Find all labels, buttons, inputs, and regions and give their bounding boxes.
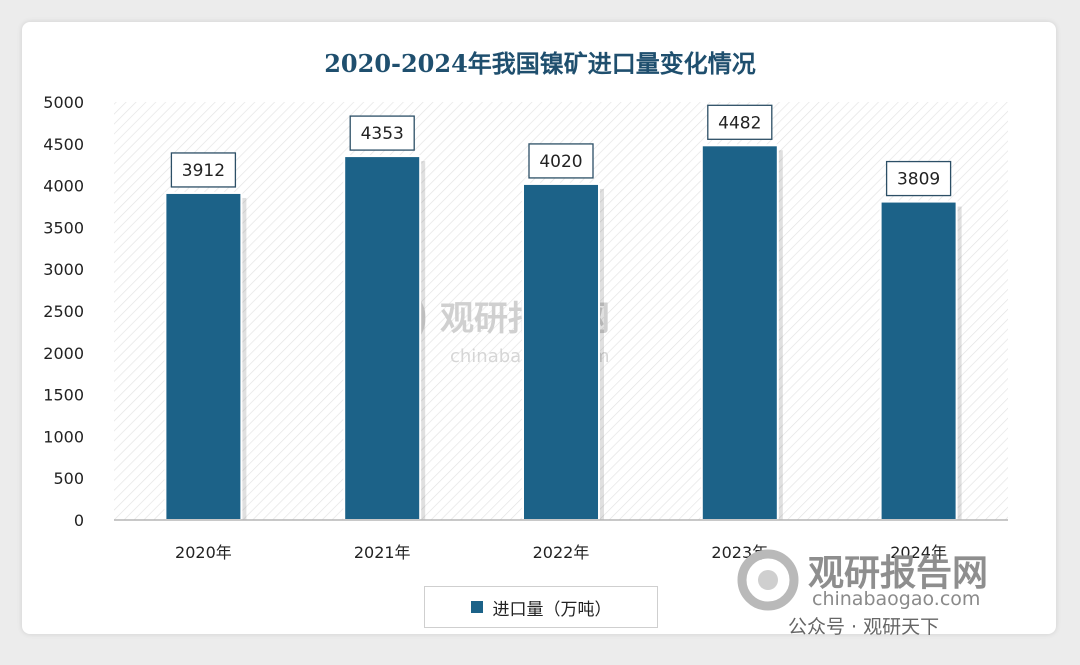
x-tick-label: 2022年 <box>533 543 590 562</box>
y-tick-label: 2000 <box>43 344 84 363</box>
data-label-box <box>528 143 594 179</box>
x-tick-label: 2024年 <box>890 543 947 562</box>
bar <box>164 191 243 522</box>
y-tick-label: 4500 <box>43 135 84 154</box>
data-label: 4353 <box>361 124 404 144</box>
y-tick-label: 3500 <box>43 218 84 237</box>
bars-group: 3912 4353 4020 4482 3809 <box>164 104 962 522</box>
data-label-box <box>707 104 773 140</box>
y-tick-label: 2500 <box>43 302 84 321</box>
data-label: 4020 <box>539 152 582 172</box>
legend-label: 进口量（万吨） <box>492 599 612 620</box>
corner-url-text: chinabaogao.com <box>812 588 981 610</box>
data-label: 3912 <box>182 161 225 181</box>
corner-wechat-text: 公众号 · 观研天下 <box>788 616 940 638</box>
y-tick-label: 500 <box>53 469 84 488</box>
data-label-box <box>349 115 415 151</box>
corner-watermark: 观研报告网 chinabaogao.com 公众号 · 观研天下 <box>728 538 1068 658</box>
y-tick-label: 5000 <box>43 93 84 112</box>
x-tick-label: 2020年 <box>175 543 232 562</box>
bar <box>700 144 779 521</box>
data-label: 3809 <box>897 170 940 190</box>
corner-brand-text: 观研报告网 <box>808 553 989 594</box>
y-tick-label: 0 <box>74 511 84 530</box>
data-label-box <box>885 160 952 197</box>
legend: 进口量（万吨） <box>424 586 658 628</box>
y-tick-label: 1500 <box>43 386 84 405</box>
data-label-box <box>170 152 237 188</box>
y-tick-label: 4000 <box>43 177 84 196</box>
bar <box>879 200 958 521</box>
brand-logo-icon <box>737 549 799 611</box>
y-tick-label: 1000 <box>43 427 84 446</box>
x-tick-label: 2021年 <box>354 543 411 562</box>
chart-title: 2020-2024年我国镍矿进口量变化情况 <box>324 49 756 78</box>
data-label: 4482 <box>718 113 761 133</box>
y-axis: 0 500 1000 1500 2000 2500 3000 3500 4000 4500 5000 <box>43 93 84 530</box>
legend-swatch <box>470 601 483 613</box>
bar <box>343 155 422 521</box>
y-tick-label: 3000 <box>43 260 84 279</box>
bar <box>522 182 600 521</box>
